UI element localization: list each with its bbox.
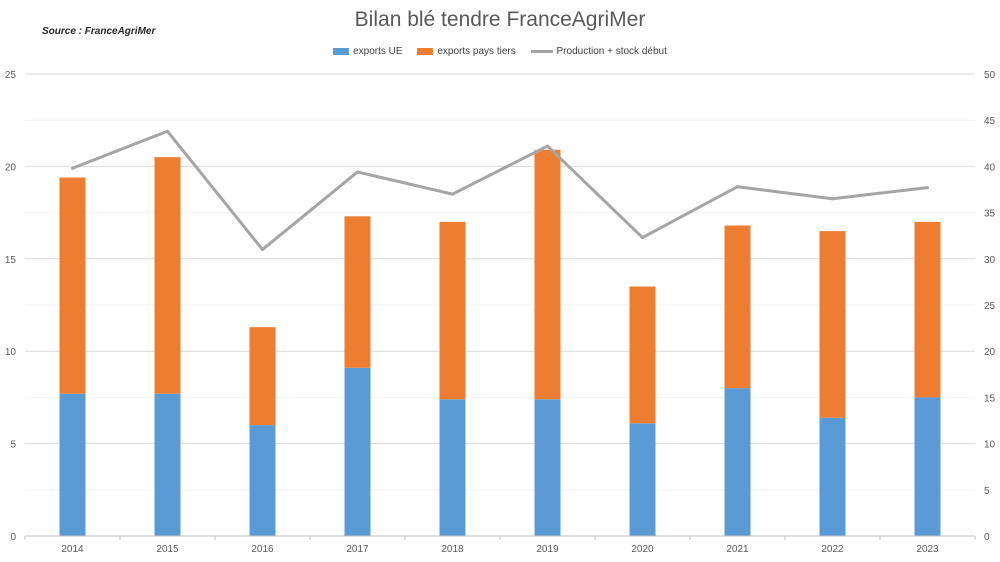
bar-exports-ue-2021: [724, 388, 751, 536]
bar-exports-tiers-2017: [344, 216, 371, 368]
x-tick-label-2023: 2023: [916, 544, 939, 555]
y-right-tick-label-5: 5: [984, 486, 990, 497]
gridlines: [25, 73, 975, 491]
y-right-tick-label-35: 35: [984, 209, 996, 220]
bars: [59, 149, 941, 536]
bar-exports-tiers-2023: [914, 221, 941, 398]
bar-exports-ue-2023: [914, 397, 941, 536]
point-production-2022: [831, 197, 834, 201]
y-right-tick-label-15: 15: [984, 393, 996, 404]
x-tick-label-2017: 2017: [346, 544, 369, 555]
point-production-2018: [451, 192, 454, 196]
y-left-tick-label-0: 0: [10, 532, 16, 543]
y-right-tick-label-25: 25: [984, 301, 996, 312]
bar-exports-ue-2019: [534, 399, 561, 536]
point-production-2016: [261, 248, 264, 252]
point-production-2017: [356, 170, 359, 174]
bar-exports-tiers-2015: [154, 157, 181, 394]
bar-exports-ue-2017: [344, 367, 371, 536]
y-left-tick-label-20: 20: [5, 162, 17, 173]
legend-item-exports-tiers: exports pays tiers: [417, 46, 516, 57]
legend-label-production: Production + stock début: [556, 46, 667, 57]
y-right-tick-label-50: 50: [984, 70, 996, 81]
line-production: [71, 129, 928, 252]
x-axis: 2014 2015 2016 2017 2018 2019 2020 2021 2022 2023: [24, 535, 976, 555]
bar-exports-tiers-2018: [439, 221, 466, 400]
point-production-2021: [736, 185, 739, 189]
point-production-2014: [71, 166, 74, 170]
bar-exports-tiers-2016: [249, 327, 276, 426]
point-production-2020: [641, 236, 644, 240]
x-tick-label-2014: 2014: [61, 544, 84, 555]
x-tick-label-2018: 2018: [441, 544, 464, 555]
legend-label-exports-tiers: exports pays tiers: [437, 46, 516, 57]
legend-swatch-production: [530, 49, 553, 53]
y-right-tick-label-40: 40: [984, 162, 996, 173]
legend-swatch-exports-tiers: [417, 47, 434, 55]
x-tick-label-2015: 2015: [156, 544, 179, 555]
point-production-2023: [926, 186, 929, 190]
y-left-tick-label-10: 10: [5, 347, 17, 358]
bar-exports-ue-2014: [59, 393, 86, 536]
y-axis-right: 0 5 10 15 20 25 30 35 40 45 50: [984, 70, 996, 543]
bar-exports-ue-2022: [819, 417, 846, 536]
x-tick-label-2016: 2016: [251, 544, 274, 555]
point-production-2019: [546, 144, 549, 148]
bar-exports-tiers-2014: [59, 177, 86, 394]
x-tick-label-2021: 2021: [726, 544, 749, 555]
x-tick-label-2022: 2022: [821, 544, 844, 555]
bar-exports-tiers-2022: [819, 231, 846, 418]
chart-title: Bilan blé tendre FranceAgriMer: [354, 8, 646, 31]
bar-exports-ue-2020: [629, 423, 656, 536]
bar-exports-ue-2016: [249, 425, 276, 536]
bar-exports-tiers-2019: [534, 149, 561, 400]
x-tick-label-2020: 2020: [631, 544, 654, 555]
y-right-tick-label-10: 10: [984, 440, 996, 451]
legend-swatch-exports-ue: [333, 47, 350, 55]
y-right-tick-label-30: 30: [984, 255, 996, 266]
bar-exports-tiers-2021: [724, 225, 751, 389]
bar-exports-ue-2015: [154, 393, 181, 536]
y-left-tick-label-15: 15: [5, 255, 17, 266]
point-production-2015: [166, 129, 169, 133]
bar-exports-ue-2018: [439, 399, 466, 536]
x-tick-label-2019: 2019: [536, 544, 559, 555]
legend: exports UE exports pays tiers Production…: [0, 46, 1000, 57]
bar-exports-tiers-2020: [629, 286, 656, 424]
source-note: Source : FranceAgriMer: [42, 26, 156, 37]
y-right-tick-label-45: 45: [984, 116, 996, 127]
legend-label-exports-ue: exports UE: [353, 46, 403, 57]
y-right-tick-label-20: 20: [984, 347, 996, 358]
y-left-tick-label-25: 25: [5, 70, 17, 81]
y-right-tick-label-0: 0: [984, 532, 990, 543]
legend-item-exports-ue: exports UE: [333, 46, 403, 57]
production-line-layer: [71, 129, 929, 252]
legend-item-production: Production + stock début: [530, 46, 667, 57]
y-left-tick-label-5: 5: [10, 440, 16, 451]
y-axis-left: 0 5 10 15 20 25: [5, 70, 17, 543]
